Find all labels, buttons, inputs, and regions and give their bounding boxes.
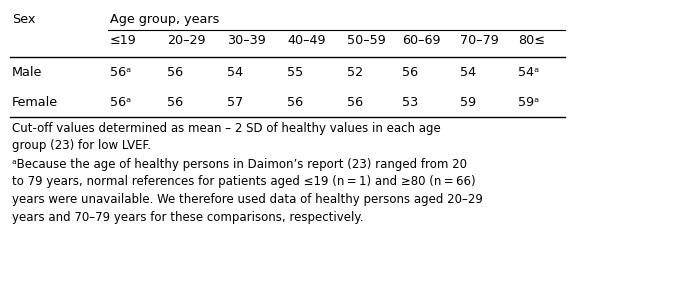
Text: Sex: Sex — [12, 13, 36, 26]
Text: 56ᵃ: 56ᵃ — [110, 95, 131, 108]
Text: Female: Female — [12, 95, 58, 108]
Text: 60–69: 60–69 — [402, 34, 440, 47]
Text: 20–29: 20–29 — [167, 34, 206, 47]
Text: ᵃBecause the age of healthy persons in Daimon’s report (23) ranged from 20: ᵃBecause the age of healthy persons in D… — [12, 158, 467, 171]
Text: 59ᵃ: 59ᵃ — [518, 95, 539, 108]
Text: 54: 54 — [460, 66, 476, 79]
Text: 56: 56 — [167, 66, 183, 79]
Text: 50–59: 50–59 — [347, 34, 386, 47]
Text: 52: 52 — [347, 66, 363, 79]
Text: 56: 56 — [347, 95, 363, 108]
Text: 56: 56 — [287, 95, 303, 108]
Text: 70–79: 70–79 — [460, 34, 498, 47]
Text: Male: Male — [12, 66, 43, 79]
Text: ≤19: ≤19 — [110, 34, 136, 47]
Text: 54: 54 — [227, 66, 243, 79]
Text: 40–49: 40–49 — [287, 34, 326, 47]
Text: Age group, years: Age group, years — [110, 13, 219, 26]
Text: 59: 59 — [460, 95, 476, 108]
Text: 54ᵃ: 54ᵃ — [518, 66, 539, 79]
Text: 53: 53 — [402, 95, 418, 108]
Text: 30–39: 30–39 — [227, 34, 266, 47]
Text: years and 70–79 years for these comparisons, respectively.: years and 70–79 years for these comparis… — [12, 210, 363, 223]
Text: group (23) for low LVEF.: group (23) for low LVEF. — [12, 140, 151, 153]
Text: 57: 57 — [227, 95, 244, 108]
Text: 55: 55 — [287, 66, 303, 79]
Text: 56: 56 — [402, 66, 418, 79]
Text: 56ᵃ: 56ᵃ — [110, 66, 131, 79]
Text: Cut-off values determined as mean – 2 SD of healthy values in each age: Cut-off values determined as mean – 2 SD… — [12, 122, 441, 135]
Text: to 79 years, normal references for patients aged ≤19 (n = 1) and ≥80 (n = 66): to 79 years, normal references for patie… — [12, 175, 475, 188]
Text: 80≤: 80≤ — [518, 34, 545, 47]
Text: years were unavailable. We therefore used data of healthy persons aged 20–29: years were unavailable. We therefore use… — [12, 193, 483, 206]
Text: 56: 56 — [167, 95, 183, 108]
